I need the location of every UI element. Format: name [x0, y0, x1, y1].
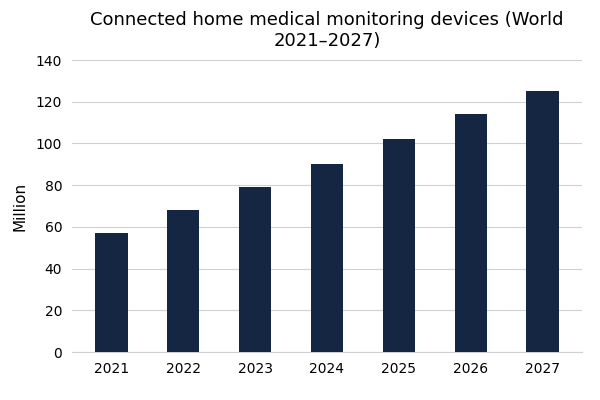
Y-axis label: Million: Million: [13, 182, 28, 230]
Title: Connected home medical monitoring devices (World
2021–2027): Connected home medical monitoring device…: [90, 11, 564, 50]
Bar: [383, 139, 415, 352]
Bar: [167, 210, 199, 352]
Bar: [526, 91, 559, 352]
Bar: [455, 114, 487, 352]
Bar: [95, 233, 128, 352]
Bar: [239, 187, 271, 352]
Bar: [311, 164, 343, 352]
